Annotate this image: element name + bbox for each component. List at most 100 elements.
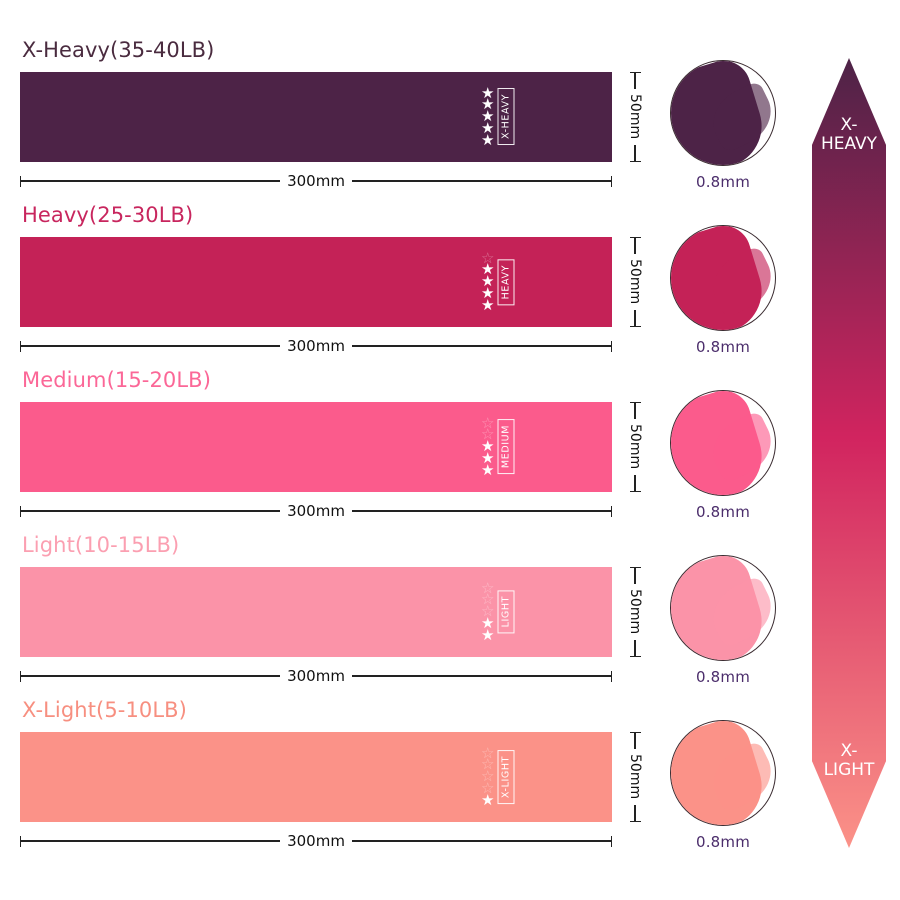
height-dimension-label: 50mm [627,259,643,305]
band-strip: ★ ★ ★ ★ ★ X-HEAVY [20,72,612,162]
thickness-label: 0.8mm [695,833,751,851]
height-dimension-label: 50mm [627,424,643,470]
thickness-label: 0.8mm [695,338,751,356]
resistance-gradient-arrow: X- HEAVY X- LIGHT [812,58,886,848]
star-rating: ☆ ☆ ☆ ☆ ★ [481,743,495,809]
width-dimension-label: 300mm [287,172,345,190]
dimension-rule [634,238,636,255]
band-strip: ☆ ☆ ★ ★ ★ MEDIUM [20,402,612,492]
band-thickness-photo [670,390,776,496]
dimension-cap [610,835,613,847]
dimension-rule [21,510,281,512]
star-filled-icon: ★ [481,437,495,456]
star-filled-icon: ★ [481,613,495,632]
height-dimension: 50mm [622,72,648,162]
band-level-badge: MEDIUM [497,419,514,475]
dimension-cap [629,655,641,657]
dimension-cap [610,670,613,682]
star-filled-icon: ★ [481,460,495,479]
arrow-top-label: X- HEAVY [812,115,886,155]
dimension-cap [610,340,613,352]
width-dimension-label: 300mm [287,337,345,355]
band-thickness-photo [670,720,776,826]
dimension-cap [629,160,641,162]
band-marking: ★ ★ ★ ★ ★ X-HEAVY [481,79,514,155]
star-filled-icon: ★ [481,107,495,126]
dimension-cap [20,340,22,352]
band-title: Heavy(25-30LB) [22,203,194,227]
star-filled-icon: ★ [481,295,495,314]
dimension-rule [21,840,281,842]
star-filled-icon: ★ [481,283,495,302]
star-filled-icon: ★ [481,448,495,467]
dimension-cap [629,732,641,734]
band-title: X-Heavy(35-40LB) [22,38,215,62]
width-dimension-label: 300mm [287,502,345,520]
star-hollow-icon: ☆ [481,602,495,621]
dimension-rule [351,675,611,677]
dimension-rule [21,675,281,677]
height-dimension-label: 50mm [627,94,643,140]
arrow-shape [812,58,886,848]
dimension-cap [629,72,641,74]
band-level-badge: X-HEAVY [497,88,514,146]
thickness-inset: 0.8mm [663,225,783,356]
height-dimension-label: 50mm [627,589,643,635]
dimension-rule [21,180,281,182]
star-rating: ☆ ☆ ☆ ★ ★ [481,578,495,641]
width-dimension-label: 300mm [287,832,345,850]
dimension-cap [610,175,613,187]
star-hollow-icon: ☆ [481,778,495,797]
width-dimension: 300mm [20,667,613,685]
band-marking: ☆ ☆ ☆ ★ ★ LIGHT [481,574,514,650]
star-rating: ☆ ★ ★ ★ ★ [481,248,495,314]
band-thickness-photo [670,225,776,331]
thickness-label: 0.8mm [695,173,751,191]
thickness-inset: 0.8mm [663,720,783,851]
star-filled-icon: ★ [481,130,495,149]
dimension-cap [629,237,641,239]
star-hollow-icon: ☆ [481,248,495,267]
star-filled-icon: ★ [481,790,495,809]
star-hollow-icon: ☆ [481,578,495,597]
band-title: Light(10-15LB) [22,533,180,557]
dimension-cap [610,505,613,517]
dimension-cap [629,402,641,404]
star-filled-icon: ★ [481,118,495,137]
star-filled-icon: ★ [481,272,495,291]
arrow-bottom-label-line2: LIGHT [823,759,875,780]
band-thickness-photo [670,60,776,166]
star-rating: ★ ★ ★ ★ ★ [481,85,495,149]
star-hollow-icon: ☆ [481,767,495,786]
star-filled-icon: ★ [481,260,495,279]
band-strip: ☆ ☆ ☆ ☆ ★ X-LIGHT [20,732,612,822]
dimension-rule [634,639,636,656]
dimension-rule [634,144,636,161]
width-dimension: 300mm [20,832,613,850]
band-marking: ☆ ☆ ☆ ☆ ★ X-LIGHT [481,739,514,815]
thickness-label: 0.8mm [695,503,751,521]
dimension-cap [20,835,22,847]
star-hollow-icon: ☆ [481,743,495,762]
thickness-label: 0.8mm [695,668,751,686]
band-level-badge: HEAVY [497,258,514,306]
dimension-rule [634,73,636,90]
height-dimension-label: 50mm [627,754,643,800]
dimension-rule [634,804,636,821]
dimension-rule [351,840,611,842]
dimension-rule [351,510,611,512]
dimension-rule [351,180,611,182]
star-hollow-icon: ☆ [481,755,495,774]
star-hollow-icon: ☆ [481,590,495,609]
star-rating: ☆ ☆ ★ ★ ★ [481,415,495,479]
arrow-top-label-line2: HEAVY [820,134,878,155]
band-strip: ☆ ★ ★ ★ ★ HEAVY [20,237,612,327]
band-thickness-photo [670,555,776,661]
arrow-bottom-label: X- LIGHT [812,741,886,780]
thickness-inset: 0.8mm [663,390,783,521]
dimension-cap [20,175,22,187]
band-level-badge: LIGHT [497,590,514,634]
band-strip: ☆ ☆ ☆ ★ ★ LIGHT [20,567,612,657]
dimension-rule [634,568,636,585]
dimension-rule [351,345,611,347]
